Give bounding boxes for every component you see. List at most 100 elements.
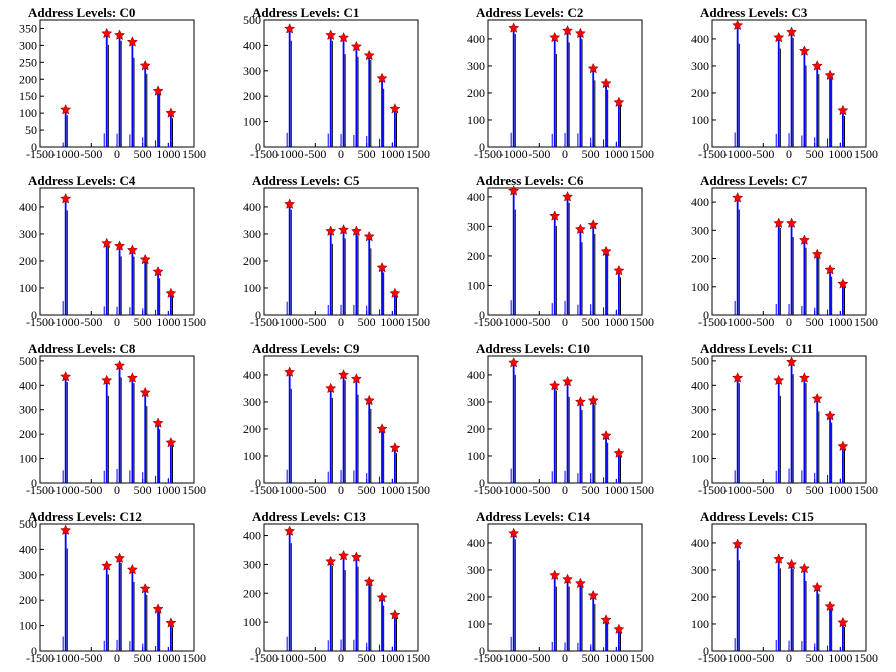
y-tick-label: 100	[243, 281, 261, 295]
peak-marker-star	[837, 278, 849, 289]
chart-title: Address Levels: C10	[476, 341, 590, 356]
chart-title: Address Levels: C8	[28, 341, 136, 356]
x-tick-label: -1000	[276, 315, 304, 329]
y-tick-label: 200	[19, 427, 37, 441]
chart-panel: 0 100 200 300 400 -1500 -1000 -500 0 500 1000 1500 A…	[448, 336, 672, 504]
y-tick-label: 50	[25, 123, 37, 137]
peak-marker-star	[732, 192, 744, 203]
peak-marker-star	[139, 582, 151, 594]
y-tick-label: 0	[479, 644, 485, 658]
y-tick-label: 400	[243, 200, 261, 214]
peak-marker-star	[613, 264, 625, 276]
peak-marker-star	[165, 436, 177, 448]
x-tick-label: 1000	[156, 651, 180, 665]
y-tick-label: 0	[31, 644, 37, 658]
x-tick-label: -1500	[698, 651, 726, 665]
peak-marker-star	[613, 96, 625, 108]
y-tick-label: 0	[31, 476, 37, 490]
x-tick-label: -500	[80, 147, 102, 161]
y-tick-label: 400	[691, 378, 709, 392]
peak-marker-star	[376, 423, 388, 434]
x-tick-label: 1000	[828, 483, 852, 497]
y-tick-label: 0	[703, 140, 709, 154]
chart-title: Address Levels: C9	[252, 341, 360, 356]
peak-marker-star	[600, 614, 612, 625]
peak-marker-star	[363, 49, 375, 61]
chart-canvas: 0 100 200 300 400 500 -1500-1000 -500 0 500 1000 15…	[243, 13, 430, 161]
y-tick-label: 100	[19, 452, 37, 466]
peak-marker-star	[600, 77, 612, 89]
y-tick-label: 100	[691, 452, 709, 466]
peak-marker-star	[60, 192, 72, 204]
x-tick-label: 0	[338, 651, 344, 665]
y-tick-label: 100	[467, 617, 485, 631]
y-tick-label: 400	[691, 32, 709, 46]
y-tick-label: 0	[703, 644, 709, 658]
y-tick-label: 200	[243, 254, 261, 268]
y-tick-label: 300	[19, 403, 37, 417]
y-tick-label: 400	[467, 190, 485, 204]
x-tick-label: -1500	[474, 147, 502, 161]
peak-marker-star	[350, 40, 362, 52]
peak-marker-star	[811, 248, 823, 260]
y-tick-label: 0	[479, 476, 485, 490]
x-tick-label: 0	[786, 147, 792, 161]
peak-marker-star	[325, 555, 337, 567]
peak-marker-star	[786, 356, 798, 367]
y-tick-label: 0	[479, 308, 485, 322]
x-tick-label: 0	[562, 315, 568, 329]
peak-marker-star	[600, 429, 612, 441]
x-tick-label: 500	[806, 315, 824, 329]
peak-marker-star	[126, 244, 138, 255]
x-tick-label: -1000	[724, 147, 752, 161]
peak-marker-star	[508, 527, 520, 539]
y-tick-label: 400	[467, 368, 485, 382]
x-tick-label: -500	[528, 147, 550, 161]
peak-marker-star	[389, 287, 401, 299]
x-tick-label: -500	[528, 651, 550, 665]
y-tick-label: 100	[467, 449, 485, 463]
peak-marker-star	[508, 185, 520, 196]
x-tick-label: 1500	[182, 315, 206, 329]
peak-marker-star	[549, 210, 561, 221]
x-tick-label: 500	[358, 483, 376, 497]
x-tick-label: -1000	[500, 315, 528, 329]
peak-marker-star	[824, 410, 836, 421]
peak-marker-star	[152, 265, 164, 277]
y-tick-label: 100	[243, 115, 261, 129]
x-tick-label: -1000	[276, 483, 304, 497]
x-tick-label: 1500	[630, 315, 654, 329]
x-tick-label: -1500	[474, 651, 502, 665]
peak-marker-star	[284, 525, 296, 536]
peak-marker-star	[732, 538, 744, 549]
y-tick-label: 100	[243, 449, 261, 463]
x-tick-label: 0	[786, 651, 792, 665]
peak-marker-star	[60, 103, 72, 115]
peak-marker-star	[101, 374, 113, 386]
x-tick-label: 1000	[828, 315, 852, 329]
x-tick-label: 1500	[406, 483, 430, 497]
x-tick-label: -500	[752, 315, 774, 329]
peak-marker-star	[587, 219, 599, 230]
x-tick-label: 1000	[604, 651, 628, 665]
peak-marker-star	[549, 569, 561, 581]
y-tick-label: 300	[243, 395, 261, 409]
chart-title: Address Levels: C12	[28, 509, 142, 524]
y-tick-label: 300	[19, 38, 37, 52]
chart-title: Address Levels: C4	[28, 173, 136, 188]
y-tick-label: 100	[691, 113, 709, 127]
chart-canvas: 0 100 200 300 400 -1500-1000 -500 0 500 1000 1500	[243, 355, 430, 497]
peak-marker-star	[284, 23, 296, 34]
chart-canvas: 0 100 200 300 400 -1500-1000 -500 0 500 1000 1500	[691, 19, 878, 161]
chart-title: Address Levels: C15	[700, 509, 814, 524]
chart-panel: 0 100 200 300 400 500 -1500 -1000 -500 0 500 1000 15…	[224, 0, 448, 168]
peak-marker-star	[325, 29, 337, 40]
peak-marker-star	[824, 600, 836, 612]
y-tick-label: 0	[255, 476, 261, 490]
peak-marker-star	[562, 24, 574, 36]
x-tick-label: 1000	[828, 651, 852, 665]
y-tick-label: 300	[467, 59, 485, 73]
x-tick-label: 1000	[380, 147, 404, 161]
peak-marker-star	[798, 562, 810, 574]
